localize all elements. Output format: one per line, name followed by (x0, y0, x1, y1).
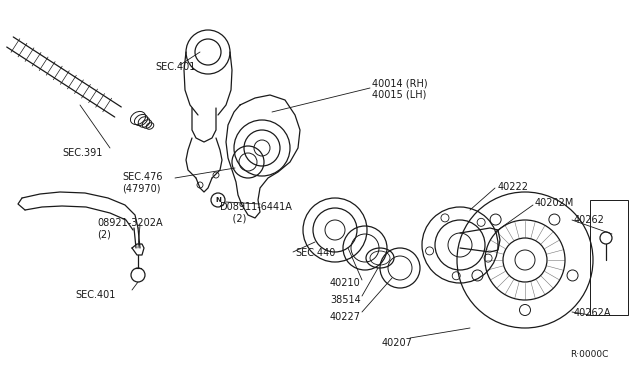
Text: N: N (215, 197, 221, 203)
Text: 40207: 40207 (382, 338, 413, 348)
Text: Ð08911-6441A
    (2): Ð08911-6441A (2) (220, 202, 293, 224)
Text: SEC.391: SEC.391 (62, 148, 102, 158)
Text: 40262: 40262 (574, 215, 605, 225)
Circle shape (131, 268, 145, 282)
Text: SEC.476
(47970): SEC.476 (47970) (122, 172, 163, 193)
Text: 40202M: 40202M (535, 198, 574, 208)
Text: 40222: 40222 (498, 182, 529, 192)
Text: 40227: 40227 (330, 312, 361, 322)
Text: 38514: 38514 (330, 295, 361, 305)
Text: R·0000C: R·0000C (570, 350, 609, 359)
Text: SEC.401: SEC.401 (155, 62, 195, 72)
Text: SEC.440: SEC.440 (295, 248, 335, 258)
Text: 40210: 40210 (330, 278, 361, 288)
Text: SEC.401: SEC.401 (75, 290, 115, 300)
Text: 40014 (RH)
40015 (LH): 40014 (RH) 40015 (LH) (372, 78, 428, 100)
Circle shape (211, 193, 225, 207)
Text: 40262A: 40262A (574, 308, 611, 318)
Text: 08921-3202A
(2): 08921-3202A (2) (97, 218, 163, 240)
Circle shape (600, 232, 612, 244)
